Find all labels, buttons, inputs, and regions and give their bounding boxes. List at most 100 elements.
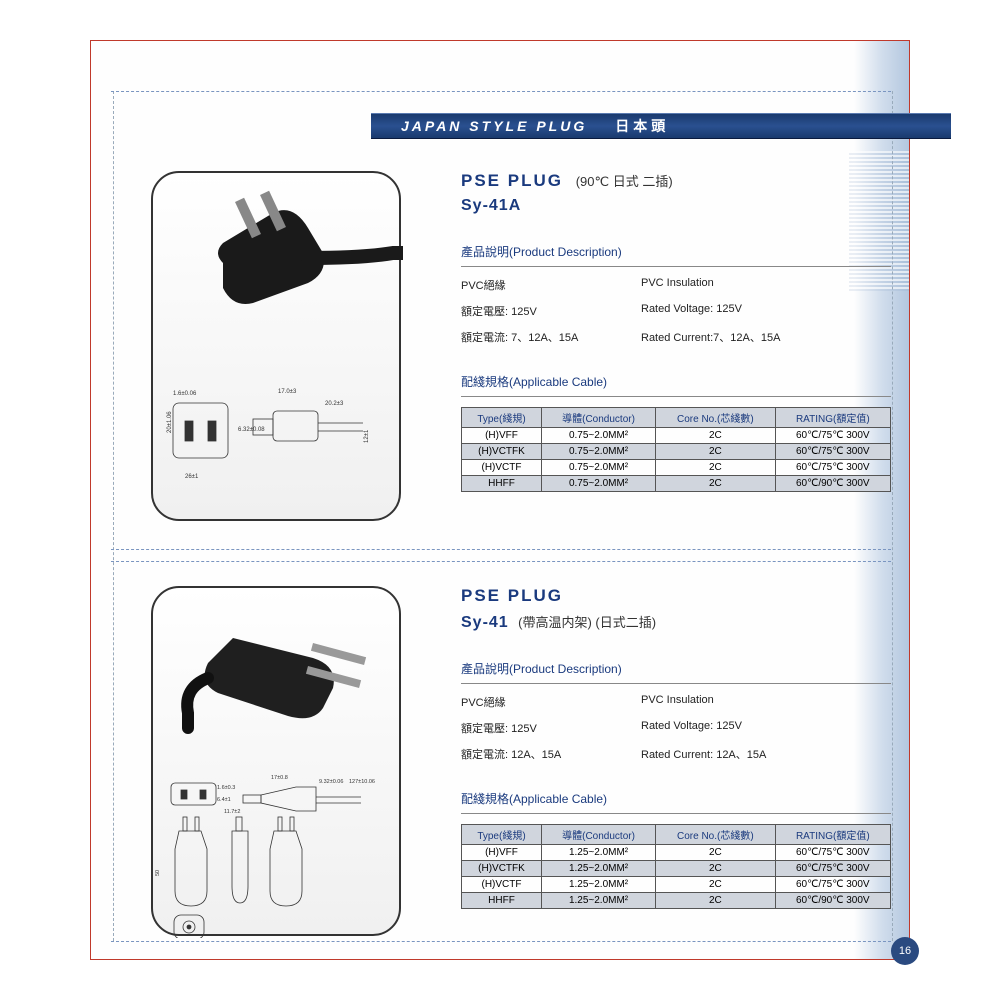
product-title-text-1: PSE PLUG: [461, 171, 563, 190]
table-cell: 60℃/75℃ 300V: [775, 428, 890, 444]
table-cell: 2C: [656, 861, 776, 877]
header-cn: 日本頭: [615, 116, 669, 136]
table-cell: 2C: [656, 444, 776, 460]
table-cell: HHFF: [462, 893, 542, 909]
desc-row: 額定電流: 7、12A、15ARated Current:7、12A、15A: [461, 329, 931, 345]
table-row: (H)VCTF0.75~2.0MM²2C60℃/75℃ 300V: [462, 460, 891, 476]
table-header: 導體(Conductor): [541, 825, 655, 845]
product-image-frame-1: 1.6±0.06 20±1.06 26±1 17.0±3 20.2±3 6.32…: [151, 171, 401, 521]
svg-text:17.0±3: 17.0±3: [278, 389, 297, 395]
header-en: JAPAN STYLE PLUG: [401, 118, 587, 134]
table-cell: 60℃/75℃ 300V: [775, 877, 890, 893]
desc-row: 額定電壓: 125VRated Voltage: 125V: [461, 720, 931, 736]
table-cell: HHFF: [462, 476, 542, 492]
table-cell: 2C: [656, 893, 776, 909]
product-block-1: PSE PLUG (90℃ 日式 二插) Sy-41A 產品說明(Product…: [461, 171, 931, 492]
table-row: (H)VCTF1.25~2.0MM²2C60℃/75℃ 300V: [462, 877, 891, 893]
desc-rows-1: PVC絕緣PVC Insulation額定電壓: 125VRated Volta…: [461, 277, 931, 345]
table-row: (H)VCTFK1.25~2.0MM²2C60℃/75℃ 300V: [462, 861, 891, 877]
table-header: RATING(額定值): [775, 825, 890, 845]
table-cell: 0.75~2.0MM²: [541, 460, 655, 476]
product-model-2: Sy-41 (帶高温内架) (日式二插): [461, 612, 931, 632]
mid-dashed-line-1: [111, 549, 891, 550]
desc-rows-2: PVC絕緣PVC Insulation額定電壓: 125VRated Volta…: [461, 694, 931, 762]
table-cell: 0.75~2.0MM²: [541, 428, 655, 444]
table-row: HHFF0.75~2.0MM²2C60℃/90℃ 300V: [462, 476, 891, 492]
top-dashed-line: [111, 91, 891, 92]
table-header: Core No.(芯綫數): [656, 408, 776, 428]
table-cell: 2C: [656, 460, 776, 476]
svg-text:20.2±3: 20.2±3: [325, 401, 344, 407]
desc-left: PVC絕緣: [461, 694, 641, 710]
header-banner: JAPAN STYLE PLUG 日本頭: [371, 113, 951, 139]
desc-left: 額定電壓: 125V: [461, 303, 641, 319]
svg-text:9.32±0.06: 9.32±0.06: [319, 779, 343, 785]
desc-left: 額定電流: 12A、15A: [461, 746, 641, 762]
cable-title-1: 配綫規格(Applicable Cable): [461, 373, 891, 397]
svg-text:1.6±0.3: 1.6±0.3: [217, 785, 235, 791]
svg-text:50: 50: [155, 870, 161, 876]
table-cell: 2C: [656, 476, 776, 492]
product-title-1: PSE PLUG (90℃ 日式 二插): [461, 171, 931, 191]
product-block-2: PSE PLUG Sy-41 (帶高温内架) (日式二插) 產品說明(Produ…: [461, 586, 931, 909]
product-title-sub-1: (90℃ 日式 二插): [576, 174, 673, 189]
table-cell: 60℃/75℃ 300V: [775, 861, 890, 877]
desc-row: PVC絕緣PVC Insulation: [461, 694, 931, 710]
table-cell: 2C: [656, 877, 776, 893]
desc-right: PVC Insulation: [641, 277, 891, 293]
table-cell: (H)VCTF: [462, 877, 542, 893]
product-model-1: Sy-41A: [461, 197, 931, 215]
desc-left: PVC絕緣: [461, 277, 641, 293]
table-cell: 2C: [656, 845, 776, 861]
catalog-page: JAPAN STYLE PLUG 日本頭 1.6±0.06 20±1.06 26…: [90, 40, 910, 960]
desc-right: PVC Insulation: [641, 694, 891, 710]
svg-text:12±1: 12±1: [364, 429, 370, 443]
bottom-dashed-line: [111, 941, 891, 942]
desc-row: 額定電流: 12A、15ARated Current: 12A、15A: [461, 746, 931, 762]
table-cell: (H)VCTFK: [462, 861, 542, 877]
table-cell: 60℃/75℃ 300V: [775, 460, 890, 476]
svg-text:1.6±0.06: 1.6±0.06: [173, 391, 197, 397]
table-cell: 60℃/75℃ 300V: [775, 845, 890, 861]
table-cell: 1.25~2.0MM²: [541, 845, 655, 861]
product-image-frame-2: 1.6±0.3 6.4±1 17±0.8 9.32±0.06 127±10.06: [151, 586, 401, 936]
desc-right: Rated Voltage: 125V: [641, 720, 891, 736]
svg-text:11.7±2: 11.7±2: [224, 809, 240, 815]
cable-title-2: 配綫規格(Applicable Cable): [461, 790, 891, 814]
svg-text:17±0.8: 17±0.8: [271, 775, 288, 781]
table-cell: 0.75~2.0MM²: [541, 444, 655, 460]
product-title-text-2: PSE PLUG: [461, 586, 563, 605]
table-row: HHFF1.25~2.0MM²2C60℃/90℃ 300V: [462, 893, 891, 909]
vertical-dashed-left: [113, 91, 114, 941]
table-header: Type(綫規): [462, 408, 542, 428]
desc-right: Rated Voltage: 125V: [641, 303, 891, 319]
desc-title-2: 產品說明(Product Description): [461, 660, 891, 684]
product-model-sub-2: (帶高温内架) (日式二插): [518, 615, 656, 630]
table-cell: 60℃/90℃ 300V: [775, 893, 890, 909]
desc-left: 額定電壓: 125V: [461, 720, 641, 736]
desc-row: 額定電壓: 125VRated Voltage: 125V: [461, 303, 931, 319]
table-cell: 1.25~2.0MM²: [541, 877, 655, 893]
table-row: (H)VFF0.75~2.0MM²2C60℃/75℃ 300V: [462, 428, 891, 444]
table-cell: 60℃/75℃ 300V: [775, 444, 890, 460]
svg-text:26±1: 26±1: [185, 474, 199, 480]
svg-text:127±10.06: 127±10.06: [349, 779, 375, 785]
cable-table-2: Type(綫規)導體(Conductor)Core No.(芯綫數)RATING…: [461, 824, 891, 909]
svg-text:6.32±0.08: 6.32±0.08: [238, 427, 265, 433]
table-cell: 60℃/90℃ 300V: [775, 476, 890, 492]
svg-text:6.4±1: 6.4±1: [217, 797, 231, 803]
desc-title-1: 產品說明(Product Description): [461, 243, 891, 267]
page-number-badge: 16: [891, 937, 919, 965]
desc-right: Rated Current: 12A、15A: [641, 746, 891, 762]
table-cell: 2C: [656, 428, 776, 444]
table-cell: (H)VFF: [462, 845, 542, 861]
table-header: 導體(Conductor): [541, 408, 655, 428]
desc-left: 額定電流: 7、12A、15A: [461, 329, 641, 345]
svg-text:20±1.06: 20±1.06: [167, 411, 173, 433]
table-header: Type(綫規): [462, 825, 542, 845]
table-cell: 1.25~2.0MM²: [541, 861, 655, 877]
plug-photo-1: 1.6±0.06 20±1.06 26±1 17.0±3 20.2±3 6.32…: [153, 173, 403, 523]
cable-table-1: Type(綫規)導體(Conductor)Core No.(芯綫數)RATING…: [461, 407, 891, 492]
desc-right: Rated Current:7、12A、15A: [641, 329, 891, 345]
mid-dashed-line-2: [111, 561, 891, 562]
